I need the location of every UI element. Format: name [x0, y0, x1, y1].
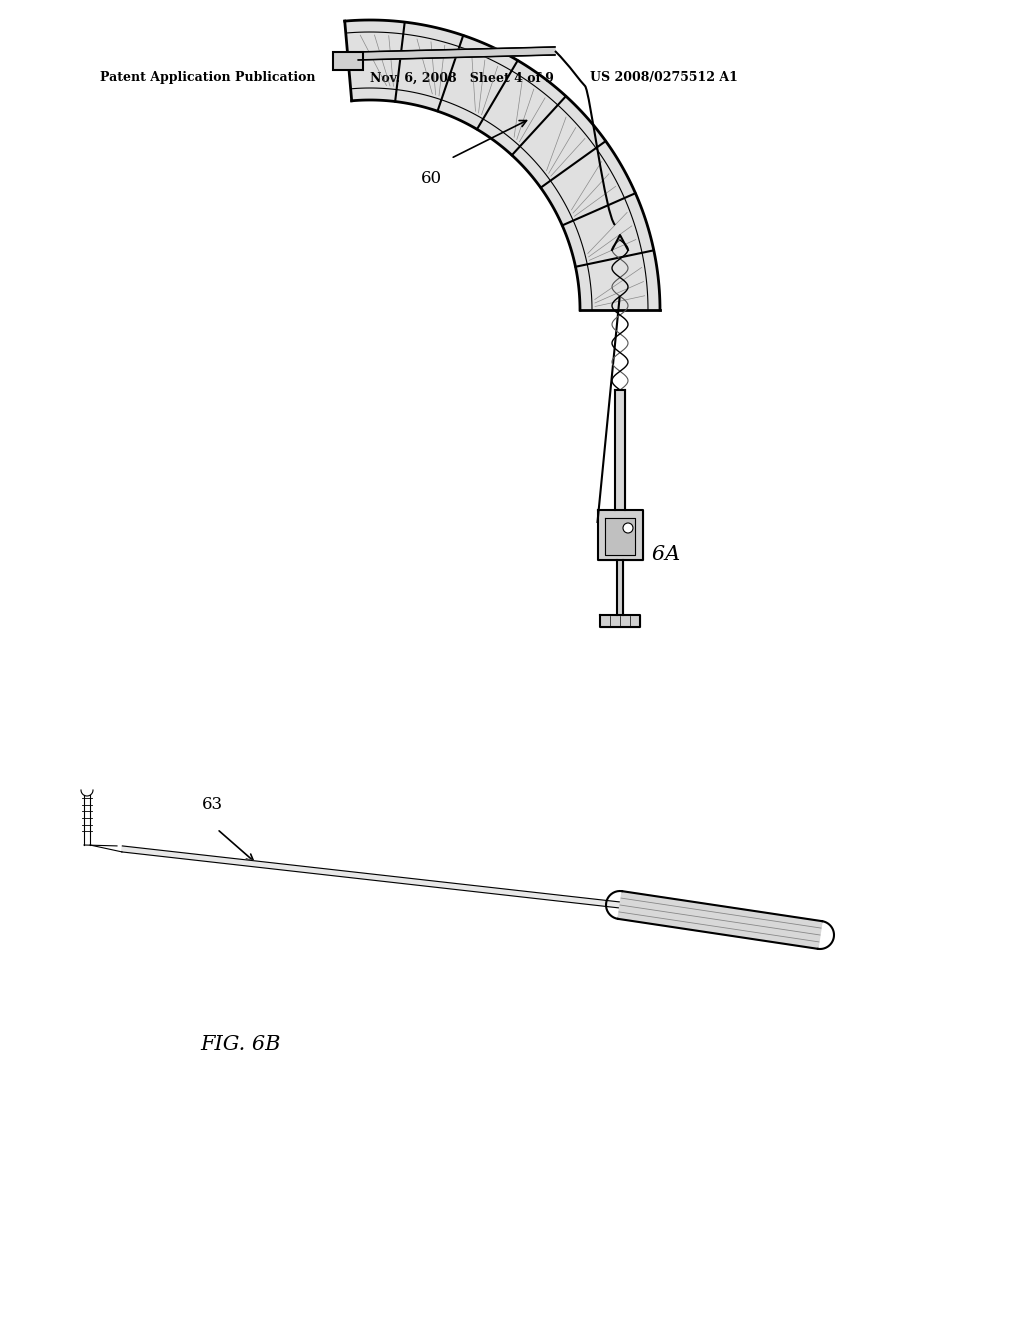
Polygon shape [122, 846, 621, 908]
Text: FIG. 6B: FIG. 6B [200, 1035, 281, 1055]
Polygon shape [345, 20, 660, 310]
Circle shape [623, 523, 633, 533]
Text: 63: 63 [202, 796, 223, 813]
Polygon shape [617, 560, 623, 615]
Text: US 2008/0275512 A1: US 2008/0275512 A1 [590, 71, 738, 84]
Text: Nov. 6, 2008   Sheet 4 of 9: Nov. 6, 2008 Sheet 4 of 9 [370, 71, 554, 84]
Text: 60: 60 [421, 170, 441, 187]
Text: FIG. 6A: FIG. 6A [600, 545, 680, 565]
Polygon shape [358, 48, 555, 59]
Polygon shape [615, 389, 625, 510]
Bar [333, 51, 364, 70]
Polygon shape [600, 615, 640, 627]
Polygon shape [617, 891, 822, 949]
Text: Patent Application Publication: Patent Application Publication [100, 71, 315, 84]
Polygon shape [605, 517, 635, 554]
Polygon shape [597, 510, 642, 560]
